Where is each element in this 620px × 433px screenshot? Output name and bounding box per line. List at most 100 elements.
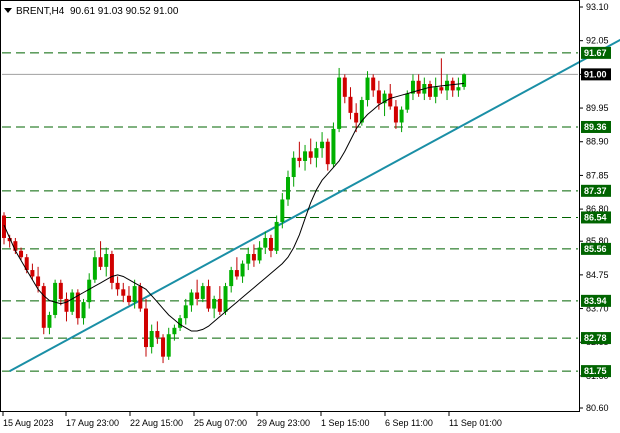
- candle-body: [64, 298, 69, 312]
- candle: [416, 74, 421, 97]
- candle: [439, 58, 444, 94]
- candle: [155, 321, 160, 344]
- candle-body: [24, 257, 29, 271]
- candle-body: [274, 221, 279, 251]
- candle: [195, 279, 200, 306]
- candle-body: [149, 331, 154, 348]
- candle-body: [462, 74, 467, 87]
- candle-body: [246, 254, 251, 264]
- candle-body: [223, 286, 228, 312]
- candle: [393, 100, 398, 129]
- candle: [161, 334, 166, 364]
- candle: [41, 282, 46, 335]
- candle-body: [280, 199, 285, 222]
- candle-body: [13, 241, 18, 251]
- level-tag-7-bg: [581, 365, 611, 378]
- price-tick-label: 87.85: [586, 170, 609, 180]
- candle-body: [371, 77, 376, 91]
- candle: [81, 298, 86, 325]
- candle: [297, 141, 302, 168]
- price-tick-label: 83.70: [586, 304, 609, 314]
- support-trendline[interactable]: [9, 20, 620, 372]
- candle: [450, 77, 455, 97]
- candle-body: [7, 237, 12, 242]
- price-tick-label: 85.80: [586, 236, 609, 246]
- candle-body: [354, 112, 359, 123]
- candle: [342, 74, 347, 104]
- price-tick-label: 84.75: [586, 270, 609, 280]
- candles: [2, 58, 467, 364]
- candle-body: [138, 286, 143, 309]
- candle-body: [41, 286, 46, 328]
- candle: [291, 151, 296, 187]
- candle-body: [36, 276, 41, 287]
- candle: [149, 324, 154, 354]
- candle-body: [212, 298, 217, 309]
- candle: [30, 263, 35, 280]
- candle: [212, 295, 217, 319]
- candle: [240, 260, 245, 283]
- candle-body: [268, 237, 273, 251]
- candle-body: [399, 109, 404, 123]
- candle: [388, 83, 393, 110]
- candle: [166, 327, 171, 360]
- candle: [47, 311, 52, 335]
- candle-body: [155, 331, 160, 338]
- candle: [206, 279, 211, 312]
- candle: [433, 77, 438, 104]
- candle: [257, 241, 262, 264]
- price-tick-label: 89.95: [586, 103, 609, 113]
- candle-body: [115, 282, 120, 290]
- level-tag-1-bg: [581, 120, 611, 133]
- candle: [251, 244, 256, 267]
- candle: [405, 90, 410, 113]
- candle-body: [433, 87, 438, 97]
- time-axis[interactable]: 15 Aug 2023 17 Aug 23:00 22 Aug 15:00 25 Au…: [2, 411, 502, 428]
- level-tag-7: 81.75: [581, 365, 611, 378]
- candle-body: [314, 148, 319, 158]
- candle: [354, 103, 359, 133]
- candle-body: [234, 270, 239, 277]
- candle: [217, 286, 222, 315]
- price-tick-label: 88.90: [586, 137, 609, 147]
- candle-body: [348, 96, 353, 113]
- candle: [183, 298, 188, 325]
- level-tag-1-text: 89.36: [584, 122, 607, 132]
- time-tick-label: 1 Sep 15:00: [321, 418, 370, 428]
- candle: [98, 241, 103, 271]
- triangle-down-icon[interactable]: [4, 8, 12, 13]
- candle-body: [132, 286, 137, 303]
- candle: [64, 292, 69, 322]
- candle: [410, 74, 415, 101]
- candle-body: [104, 254, 109, 267]
- time-tick-label: 22 Aug 15:00: [130, 418, 183, 428]
- candle: [320, 132, 325, 158]
- candle: [36, 266, 41, 293]
- candle-body: [325, 141, 330, 165]
- level-tag-0-text: 91.67: [584, 48, 607, 58]
- symbol-header[interactable]: BRENT,H4 90.61 91.03 90.52 91.00: [4, 6, 179, 17]
- candle-body: [382, 93, 387, 104]
- candle-body: [416, 80, 421, 94]
- symbol-label: BRENT,H4: [16, 6, 65, 17]
- candle-body: [410, 80, 415, 94]
- candle: [104, 247, 109, 277]
- candle-body: [217, 298, 222, 312]
- candle: [53, 279, 58, 319]
- candle-body: [365, 77, 370, 101]
- current-price-tag-text: 91.00: [584, 69, 607, 79]
- level-tag-4-text: 85.56: [584, 244, 607, 254]
- candle-body: [320, 141, 325, 149]
- candle-body: [87, 279, 92, 303]
- candle: [274, 215, 279, 255]
- candle: [462, 73, 467, 90]
- candle: [144, 298, 148, 357]
- candle-body: [376, 90, 381, 104]
- candle: [109, 250, 114, 290]
- candle-body: [200, 286, 205, 299]
- candle-body: [195, 292, 200, 299]
- candle-body: [229, 270, 234, 287]
- candle-body: [144, 308, 148, 348]
